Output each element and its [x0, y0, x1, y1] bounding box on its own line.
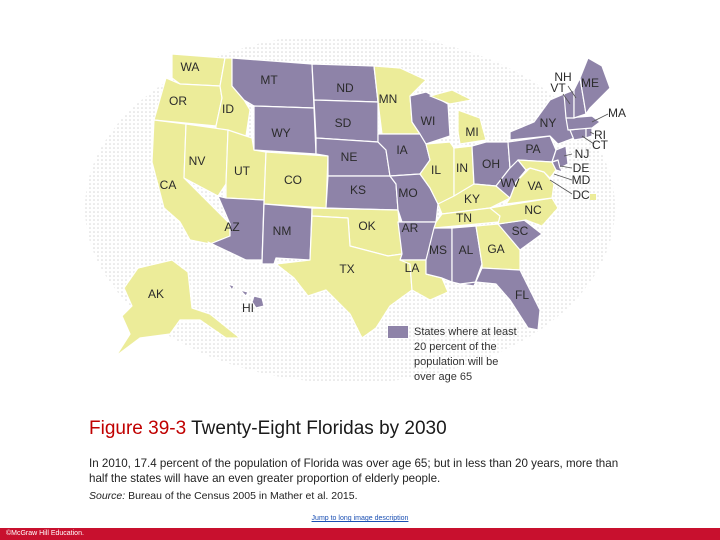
label-ak: AK	[148, 287, 164, 301]
label-me: ME	[581, 76, 599, 90]
label-ok: OK	[358, 219, 375, 233]
label-ia: IA	[396, 143, 407, 157]
label-nd: ND	[336, 81, 354, 95]
label-co: CO	[284, 173, 302, 187]
label-hi: HI	[242, 301, 254, 315]
label-ri: RI	[594, 128, 606, 142]
label-ma: MA	[608, 106, 626, 120]
label-mo: MO	[398, 186, 417, 200]
label-ut: UT	[234, 164, 251, 178]
label-va: VA	[527, 179, 542, 193]
label-mt: MT	[260, 73, 278, 87]
label-ca: CA	[160, 178, 177, 192]
label-wv: WV	[500, 176, 519, 190]
state-or	[153, 77, 223, 127]
label-sd: SD	[335, 116, 352, 130]
label-ga: GA	[487, 242, 504, 256]
figure-title: Figure 39-3 Twenty-Eight Floridas by 203…	[89, 418, 649, 440]
figure-body: In 2010, 17.4 percent of the population …	[89, 457, 619, 485]
state-labels: WA OR CA ID NV UT CO MT WY ND SD NE KS A…	[148, 60, 626, 315]
copyright-text: ©McGraw Hill Education.	[6, 530, 84, 537]
label-tn: TN	[456, 211, 472, 225]
legend-swatch	[388, 326, 408, 338]
label-oh: OH	[482, 157, 500, 171]
label-mi: MI	[465, 125, 478, 139]
label-pa: PA	[525, 142, 540, 156]
label-nc: NC	[524, 203, 542, 217]
state-az	[207, 195, 265, 261]
state-mi	[429, 89, 487, 145]
label-nm: NM	[273, 224, 292, 238]
label-ct: CT	[592, 138, 609, 152]
state-tx	[275, 215, 413, 339]
state-me	[579, 57, 611, 115]
legend-line-4: over age 65	[414, 371, 472, 383]
label-al: AL	[459, 243, 474, 257]
label-la: LA	[405, 261, 420, 275]
state-ri	[585, 127, 593, 139]
footer-bar: ©McGraw Hill Education.	[0, 528, 720, 540]
label-ky: KY	[464, 192, 480, 206]
leader-lines	[549, 85, 609, 195]
state-wi	[409, 91, 451, 145]
figure-caption: Figure 39-3 Twenty-Eight Floridas by 203…	[89, 418, 649, 502]
state-ak	[115, 259, 241, 357]
us-map-svg: WA OR CA ID NV UT CO MT WY ND SD NE KS A…	[85, 38, 626, 383]
figure-title-text: Twenty-Eight Floridas by 2030	[191, 418, 447, 439]
label-wa: WA	[181, 60, 200, 74]
figure-number: Figure 39-3	[89, 418, 187, 439]
label-md: MD	[572, 173, 591, 187]
label-ne: NE	[341, 150, 358, 164]
label-sc: SC	[512, 224, 529, 238]
label-vt: VT	[550, 81, 566, 95]
source-label: Source:	[89, 490, 126, 502]
label-ny: NY	[540, 116, 557, 130]
label-ms: MS	[429, 243, 447, 257]
state-fl	[459, 267, 541, 331]
label-tx: TX	[339, 262, 354, 276]
legend-line-2: 20 percent of the	[414, 341, 497, 353]
label-nh: NH	[554, 70, 571, 84]
label-wi: WI	[421, 114, 436, 128]
label-wy: WY	[271, 126, 290, 140]
us-map: WA OR CA ID NV UT CO MT WY ND SD NE KS A…	[80, 38, 640, 398]
label-ks: KS	[350, 183, 366, 197]
label-dc: DC	[572, 188, 590, 202]
source-text: Bureau of the Census 2005 in Mather et a…	[128, 490, 358, 502]
figure-source: Source: Bureau of the Census 2005 in Mat…	[89, 490, 649, 502]
label-ar: AR	[402, 221, 419, 235]
label-az: AZ	[224, 220, 239, 234]
label-nv: NV	[189, 154, 206, 168]
legend-line-3: population will be	[414, 356, 498, 368]
legend: States where at least 20 percent of the …	[414, 326, 517, 383]
state-hi	[227, 283, 265, 309]
label-id: ID	[222, 102, 234, 116]
state-nc	[489, 197, 559, 227]
legend-line-1: States where at least	[414, 326, 517, 338]
state-nj	[551, 145, 569, 169]
long-description-link[interactable]: Jump to long image description	[311, 515, 409, 522]
state-ma	[565, 115, 601, 131]
label-fl: FL	[515, 288, 529, 302]
label-or: OR	[169, 94, 187, 108]
state-md	[517, 159, 557, 179]
state-nv	[183, 123, 229, 197]
label-mn: MN	[379, 92, 398, 106]
label-il: IL	[431, 163, 441, 177]
label-nj: NJ	[575, 147, 590, 161]
label-in: IN	[456, 161, 468, 175]
label-de: DE	[573, 161, 590, 175]
state-dc	[590, 194, 596, 200]
